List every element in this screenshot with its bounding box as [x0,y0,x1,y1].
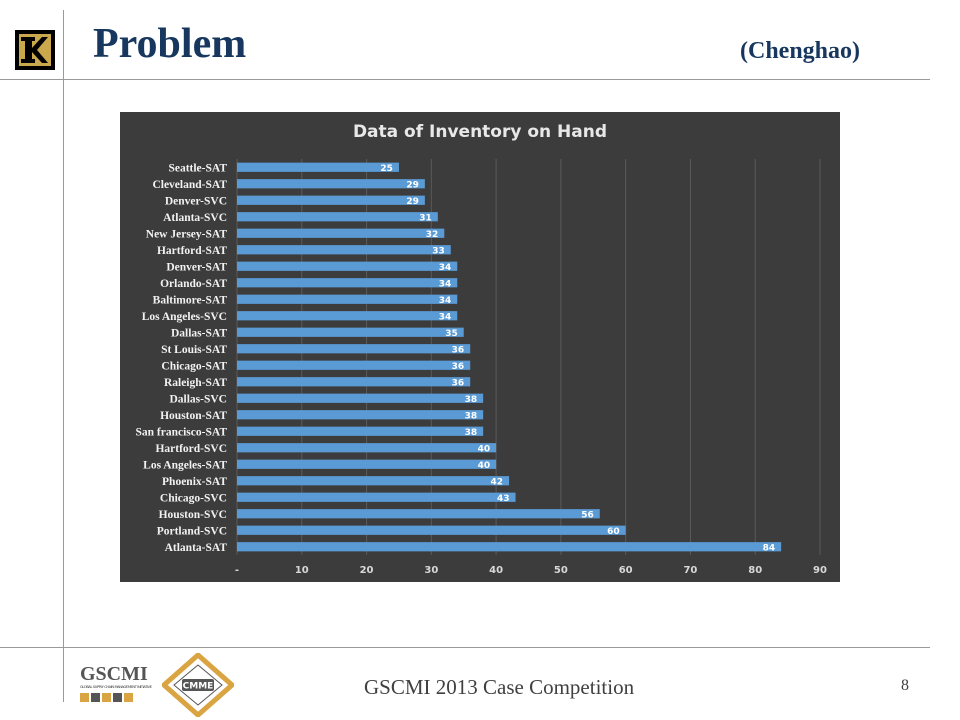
gscmi-tagline: GLOBAL SUPPLY CHAIN MANAGEMENT INITIATIV… [80,685,153,689]
bar [237,525,626,535]
bar-value-label: 60 [607,527,620,537]
x-tick-label: 10 [295,565,309,576]
bar [237,542,782,552]
x-tick-label: - [235,565,239,576]
category-label: Houston-SAT [160,410,227,422]
x-tick-label: 50 [554,565,568,576]
page-title: Problem [93,21,247,67]
bar [237,179,425,189]
k-logo-icon [15,30,55,70]
bar-value-label: 31 [419,213,432,223]
bar-value-label: 38 [465,428,478,438]
bar-value-label: 25 [380,164,393,174]
x-tick-label: 70 [683,565,697,576]
bar [237,426,484,436]
category-label: New Jersey-SAT [146,228,228,240]
bar-value-label: 43 [497,494,510,504]
bar-value-label: 84 [763,543,776,553]
category-label: Seattle-SAT [168,162,227,174]
gscmi-logo: GSCMI GLOBAL SUPPLY CHAIN MANAGEMENT INI… [80,663,153,702]
bar [237,228,445,238]
bar-value-label: 32 [426,230,439,240]
bar [237,492,516,502]
category-label: Los Angeles-SAT [143,459,227,471]
x-tick-label: 30 [424,565,438,576]
bar [237,261,458,271]
bar-value-label: 42 [491,477,504,487]
bar-value-label: 36 [452,378,465,388]
bar [237,476,510,486]
chart-title: Data of Inventory on Hand [353,122,607,142]
category-label: Hartford-SVC [155,443,227,455]
bar-value-label: 34 [439,263,452,273]
category-label: Orlando-SAT [160,278,227,290]
category-label: Dallas-SVC [169,393,227,405]
bar [237,344,471,354]
footer-title: GSCMI 2013 Case Competition [364,675,635,699]
category-label: Hartford-SAT [157,245,227,257]
vertical-divider [63,10,64,702]
bar-value-label: 34 [439,312,452,322]
x-tick-label: 80 [748,565,762,576]
bar [237,327,464,337]
gscmi-logo-text: GSCMI [80,663,148,685]
category-label: St Louis-SAT [161,344,227,356]
bar-value-label: 34 [439,296,452,306]
bar-value-label: 29 [406,180,419,190]
category-label: Dallas-SAT [171,327,227,339]
category-label: Portland-SVC [157,525,227,537]
bar-value-label: 33 [432,246,445,256]
category-label: Cleveland-SAT [152,179,227,191]
footer-divider [0,647,930,648]
bar-value-label: 29 [406,197,419,207]
category-label: Atlanta-SVC [163,212,227,224]
header-divider [0,79,930,80]
bar [237,377,471,387]
x-tick-label: 40 [489,565,503,576]
bar-value-label: 40 [478,461,491,471]
bar [237,360,471,370]
category-label: Atlanta-SAT [165,542,228,554]
bar [237,410,484,420]
x-tick-label: 20 [360,565,374,576]
bar-value-label: 56 [581,510,594,520]
bar [237,212,438,222]
bar [237,459,497,469]
bar [237,162,399,172]
category-label: San francisco-SAT [136,426,228,438]
bar-value-label: 36 [452,362,465,372]
bar-value-label: 40 [478,444,491,454]
bar-value-label: 38 [465,411,478,421]
bar-value-label: 36 [452,345,465,355]
category-label: Los Angeles-SVC [142,311,227,323]
inventory-bar-chart: Data of Inventory on Hand 25 Seattle-SAT 2… [120,112,840,582]
presenter-name: (Chenghao) [740,38,861,64]
page-number: 8 [901,677,909,694]
category-label: Phoenix-SAT [162,476,227,488]
cmme-seal-logo: CMME [162,653,234,717]
category-label: Denver-SAT [166,261,227,273]
bar [237,278,458,288]
bar [237,245,451,255]
bar [237,195,425,205]
x-tick-label: 60 [619,565,633,576]
bar [237,509,600,519]
x-tick-label: 90 [813,565,827,576]
bar-value-label: 35 [445,329,458,339]
bar [237,294,458,304]
category-label: Chicago-SVC [160,492,227,504]
category-label: Baltimore-SAT [153,294,228,306]
category-label: Raleigh-SAT [164,377,227,389]
bar-value-label: 38 [465,395,478,405]
category-label: Chicago-SAT [161,360,227,372]
bar [237,443,497,453]
category-label: Houston-SVC [159,509,227,521]
category-label: Denver-SVC [165,195,227,207]
bar-value-label: 34 [439,279,452,289]
bar [237,311,458,321]
cmme-logo-text: CMME [183,682,214,692]
bar [237,393,484,403]
